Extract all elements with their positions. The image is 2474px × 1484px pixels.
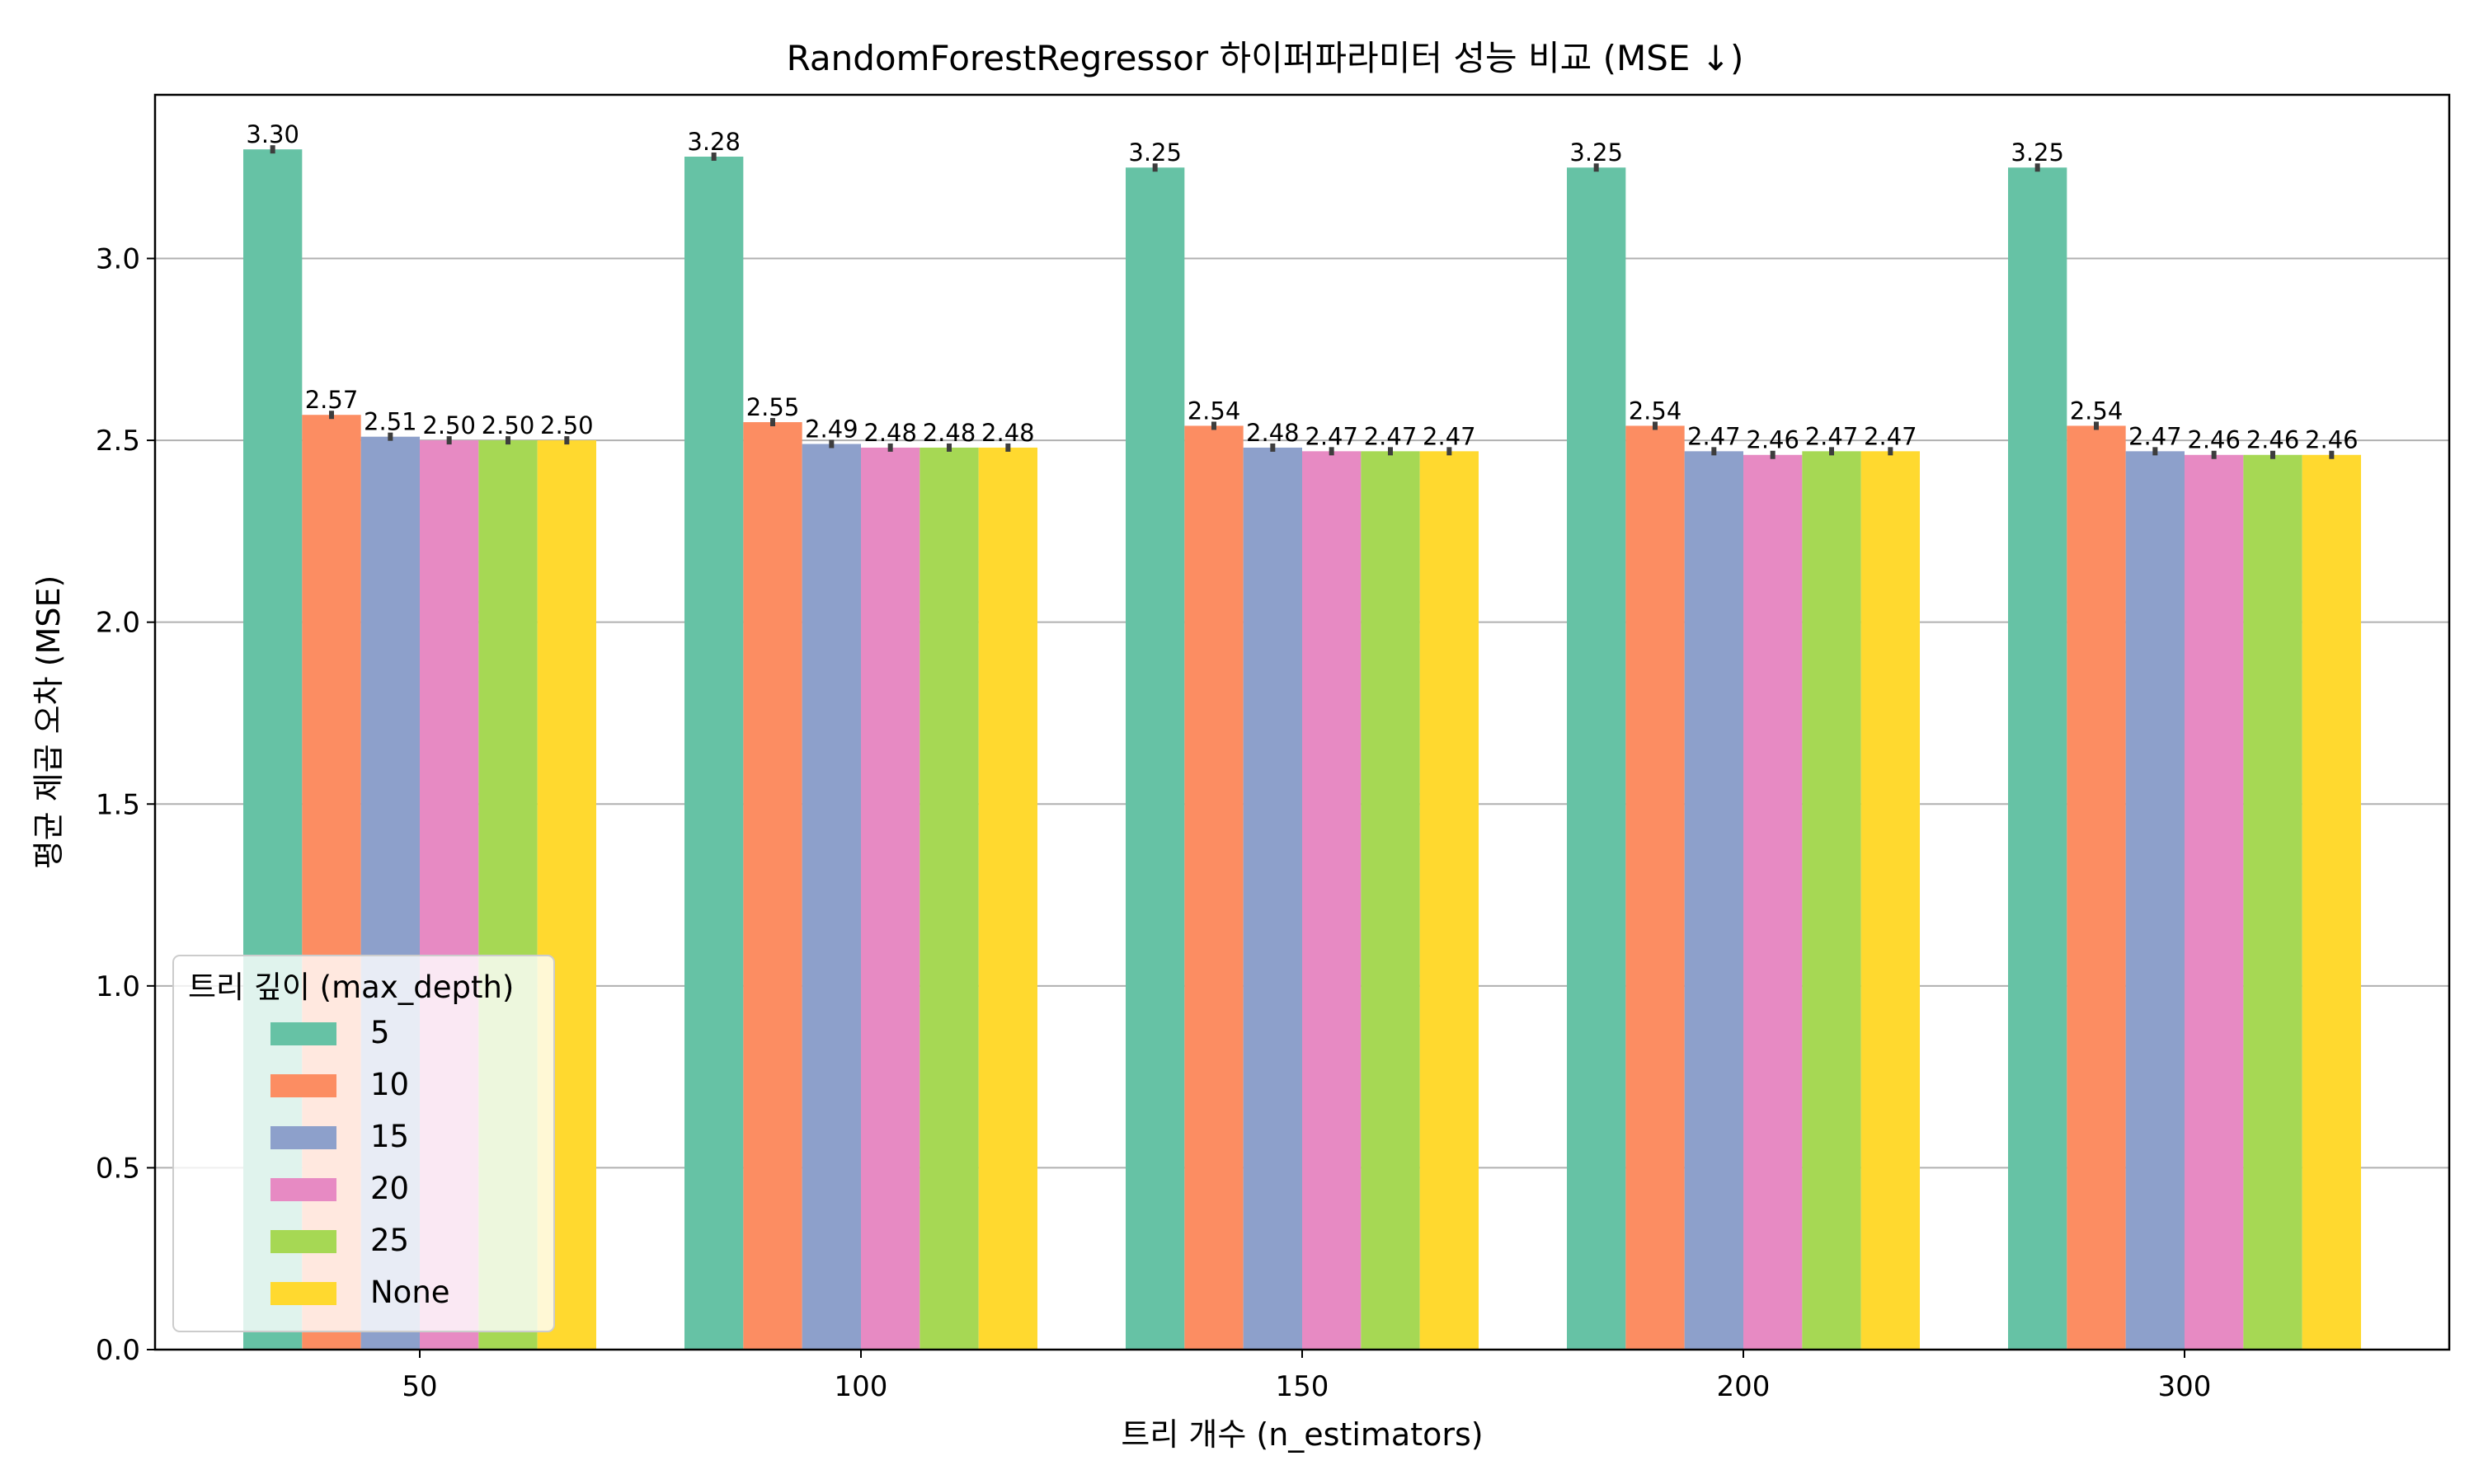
y-tick-label: 0.5 <box>96 1152 140 1185</box>
y-axis: 0.0 0.5 1.0 1.5 2.0 2.5 3.0 <box>96 243 155 1367</box>
x-tick-label: 300 <box>2158 1370 2212 1403</box>
chart-title: RandomForestRegressor 하이퍼파라미터 성능 비교 (MSE… <box>787 38 1744 78</box>
legend-swatch <box>270 1126 336 1149</box>
data-label: 2.47 <box>1805 422 1859 450</box>
data-label: 2.48 <box>863 419 917 447</box>
bar <box>2302 454 2361 1350</box>
x-axis-label: 트리 개수 (n_estimators) <box>1121 1416 1483 1453</box>
x-tick-label: 200 <box>1717 1370 1771 1403</box>
bars <box>243 145 2361 1350</box>
bar <box>1860 451 1920 1350</box>
legend-swatch <box>270 1074 336 1097</box>
legend: 트리 깊이 (max_depth) 5 10 15 20 25 None <box>172 955 555 1332</box>
bar <box>743 422 802 1350</box>
data-label: 3.25 <box>2011 139 2064 167</box>
bar <box>1625 425 1685 1350</box>
bar <box>1419 451 1479 1350</box>
data-label: 2.50 <box>482 411 535 439</box>
bar <box>1243 447 1302 1350</box>
bar <box>1361 451 1420 1350</box>
data-label: 2.50 <box>422 411 476 439</box>
legend-swatch <box>270 1230 336 1253</box>
data-label: 3.30 <box>246 120 299 148</box>
data-label: 2.47 <box>2128 422 2182 450</box>
legend-item: 10 <box>370 1067 409 1102</box>
data-label: 2.57 <box>305 386 359 414</box>
bar <box>2008 167 2067 1350</box>
x-tick-label: 100 <box>835 1370 888 1403</box>
data-label: 3.25 <box>1128 139 1182 167</box>
x-tick-label: 150 <box>1276 1370 1329 1403</box>
data-label: 2.51 <box>364 408 417 436</box>
data-label: 2.48 <box>923 419 976 447</box>
data-label: 2.46 <box>1746 426 1799 454</box>
bar <box>920 447 979 1350</box>
data-label: 2.54 <box>2070 397 2124 425</box>
data-label: 2.47 <box>1364 422 1418 450</box>
bar <box>2067 425 2126 1350</box>
bar <box>1743 454 1803 1350</box>
legend-swatch <box>270 1282 336 1305</box>
data-label: 2.46 <box>2305 426 2359 454</box>
legend-item: None <box>370 1275 450 1310</box>
data-label: 3.25 <box>1569 139 1623 167</box>
data-labels: 3.302.572.51 2.50 2.50 2.503.282.552.49 2.48… <box>246 120 2358 454</box>
bar <box>2125 451 2185 1350</box>
x-tick-label: 50 <box>402 1370 437 1403</box>
bar <box>1802 451 1861 1350</box>
bar <box>861 447 920 1350</box>
y-tick-label: 1.5 <box>96 788 140 821</box>
legend-title: 트리 깊이 (max_depth) <box>188 970 514 1005</box>
data-label: 2.49 <box>805 416 858 444</box>
data-label: 3.28 <box>687 128 741 156</box>
data-label: 2.47 <box>1423 422 1476 450</box>
data-label: 2.54 <box>1188 397 1241 425</box>
data-label: 2.46 <box>2187 426 2241 454</box>
bar <box>1567 167 1626 1350</box>
data-label: 2.46 <box>2246 426 2300 454</box>
bar <box>1184 425 1244 1350</box>
data-label: 2.48 <box>981 419 1035 447</box>
x-axis: 50 100 150 200 300 <box>402 1350 2211 1403</box>
legend-item: 15 <box>370 1119 409 1154</box>
y-tick-label: 1.0 <box>96 970 140 1003</box>
data-label: 2.50 <box>540 411 594 439</box>
y-tick-label: 2.5 <box>96 425 140 458</box>
bar <box>978 447 1037 1350</box>
bar <box>1126 167 1185 1350</box>
y-tick-label: 3.0 <box>96 243 140 276</box>
bar <box>2243 454 2302 1350</box>
y-axis-label: 평균 제곱 오차 (MSE) <box>31 575 67 870</box>
y-tick-label: 2.0 <box>96 607 140 640</box>
legend-item: 25 <box>370 1223 409 1258</box>
bar <box>1684 451 1743 1350</box>
data-label: 2.47 <box>1864 422 1917 450</box>
bar <box>802 444 861 1350</box>
legend-swatch <box>270 1022 336 1045</box>
legend-item: 5 <box>370 1015 390 1050</box>
legend-swatch <box>270 1178 336 1201</box>
y-tick-label: 0.0 <box>96 1334 140 1367</box>
data-label: 2.48 <box>1246 419 1300 447</box>
data-label: 2.47 <box>1687 422 1741 450</box>
bar <box>2185 454 2244 1350</box>
bar <box>1302 451 1362 1350</box>
bar <box>684 156 744 1350</box>
data-label: 2.54 <box>1629 397 1682 425</box>
legend-box <box>172 955 555 1332</box>
legend-item: 20 <box>370 1171 409 1206</box>
data-label: 2.55 <box>746 393 800 421</box>
data-label: 2.47 <box>1305 422 1358 450</box>
